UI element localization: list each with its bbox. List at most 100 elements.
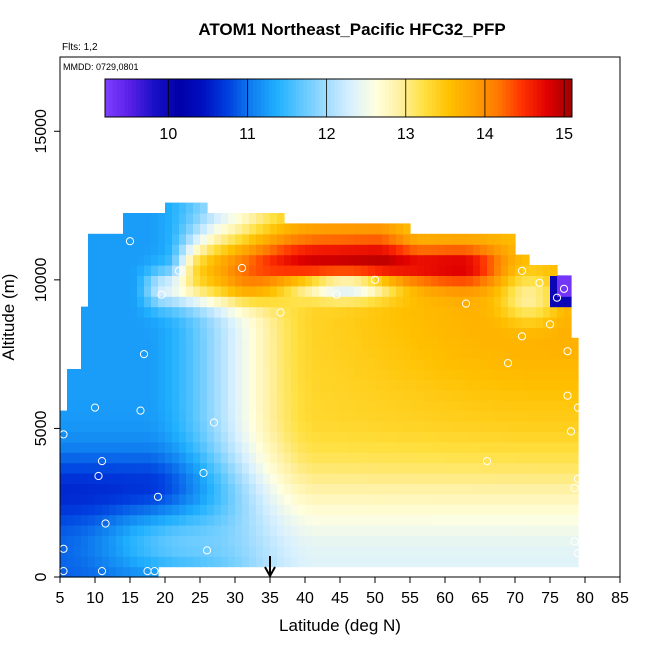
heatmap-cell	[564, 421, 572, 432]
heatmap-cell	[494, 431, 502, 443]
heatmap-cell	[473, 483, 481, 495]
heatmap-cell	[256, 327, 264, 339]
heatmap-cell	[221, 233, 229, 245]
colorbar-swatch	[533, 79, 538, 117]
heatmap-cell	[235, 462, 243, 474]
heatmap-cell	[515, 556, 523, 568]
heatmap-cell	[424, 400, 432, 412]
heatmap-cell	[403, 233, 411, 245]
heatmap-cell	[172, 556, 180, 568]
heatmap-cell	[305, 483, 313, 495]
x-tick-label: 70	[506, 590, 524, 607]
heatmap-cell	[557, 348, 565, 360]
heatmap-cell	[179, 244, 187, 256]
x-tick-label: 75	[541, 590, 559, 607]
heatmap-cell	[165, 233, 173, 245]
heatmap-cell	[186, 514, 194, 526]
heatmap-cell	[312, 441, 320, 453]
heatmap-cell	[438, 421, 446, 432]
heatmap-cell	[515, 296, 523, 308]
heatmap-cell	[235, 452, 243, 464]
heatmap-cell	[256, 296, 264, 308]
heatmap-cell	[333, 369, 341, 380]
heatmap-cell	[235, 400, 243, 412]
colorbar-swatch	[233, 79, 238, 117]
heatmap-cell	[347, 535, 355, 547]
heatmap-cell	[340, 327, 348, 339]
heatmap-cell	[536, 369, 544, 380]
heatmap-cell	[228, 369, 236, 380]
heatmap-cell	[214, 493, 222, 505]
heatmap-cell	[102, 306, 110, 318]
heatmap-cell	[277, 254, 285, 266]
heatmap-cell	[95, 483, 103, 495]
colorbar-swatch	[252, 79, 258, 117]
heatmap-cell	[249, 400, 257, 412]
heatmap-cell	[396, 296, 404, 308]
heatmap-cell	[473, 556, 481, 568]
heatmap-cell	[95, 306, 103, 318]
heatmap-cell	[382, 556, 390, 568]
heatmap-cell	[172, 275, 180, 287]
heatmap-cell	[200, 421, 208, 432]
heatmap-cell	[277, 296, 285, 308]
heatmap-cell	[95, 233, 103, 245]
heatmap-cell	[319, 244, 327, 256]
heatmap-cell	[165, 452, 173, 464]
heatmap-cell	[165, 265, 173, 276]
heatmap-cell	[417, 410, 425, 422]
heatmap-cell	[375, 504, 383, 516]
heatmap-cell	[88, 514, 96, 526]
heatmap-cell	[151, 556, 159, 568]
heatmap-cell	[501, 421, 509, 432]
colorbar-tick-label: 13	[397, 126, 415, 143]
heatmap-cell	[221, 296, 229, 308]
heatmap-cell	[284, 441, 292, 453]
heatmap-cell	[88, 525, 96, 536]
heatmap-cell	[305, 358, 313, 370]
heatmap-cell	[515, 306, 523, 318]
heatmap-cell	[368, 493, 376, 505]
heatmap-cell	[242, 493, 250, 505]
heatmap-cell	[501, 265, 509, 276]
heatmap-cell	[333, 493, 341, 505]
colorbar-swatch	[322, 79, 328, 117]
heatmap-cell	[228, 431, 236, 443]
heatmap-cell	[144, 306, 152, 318]
colorbar-swatch	[213, 79, 219, 117]
heatmap-cell	[130, 421, 138, 432]
heatmap-cell	[319, 441, 327, 453]
heatmap-cell	[480, 358, 488, 370]
heatmap-cell	[158, 327, 166, 339]
heatmap-cell	[438, 525, 446, 536]
heatmap-cell	[438, 244, 446, 256]
heatmap-cell	[501, 389, 509, 401]
heatmap-cell	[88, 493, 96, 505]
heatmap-cell	[396, 337, 404, 349]
heatmap-cell	[417, 556, 425, 568]
heatmap-cell	[263, 369, 271, 380]
heatmap-cell	[501, 441, 509, 453]
heatmap-cell	[116, 462, 124, 474]
heatmap-cell	[102, 452, 110, 464]
heatmap-cell	[207, 462, 215, 474]
heatmap-cell	[130, 306, 138, 318]
heatmap-cell	[529, 556, 537, 568]
heatmap-cell	[424, 504, 432, 516]
heatmap-cell	[515, 358, 523, 370]
heatmap-cell	[81, 452, 89, 464]
heatmap-cell	[130, 514, 138, 526]
heatmap-cell	[410, 421, 418, 432]
heatmap-cell	[438, 327, 446, 339]
heatmap-cell	[557, 493, 565, 505]
heatmap-cell	[270, 389, 278, 401]
heatmap-cell	[172, 421, 180, 432]
heatmap-cell	[305, 452, 313, 464]
heatmap-cell	[200, 462, 208, 474]
heatmap-cell	[529, 410, 537, 422]
colorbar-swatch	[295, 79, 301, 117]
heatmap-cell	[102, 379, 110, 391]
heatmap-cell	[347, 556, 355, 568]
heatmap-cell	[368, 337, 376, 349]
heatmap-cell	[571, 410, 579, 422]
